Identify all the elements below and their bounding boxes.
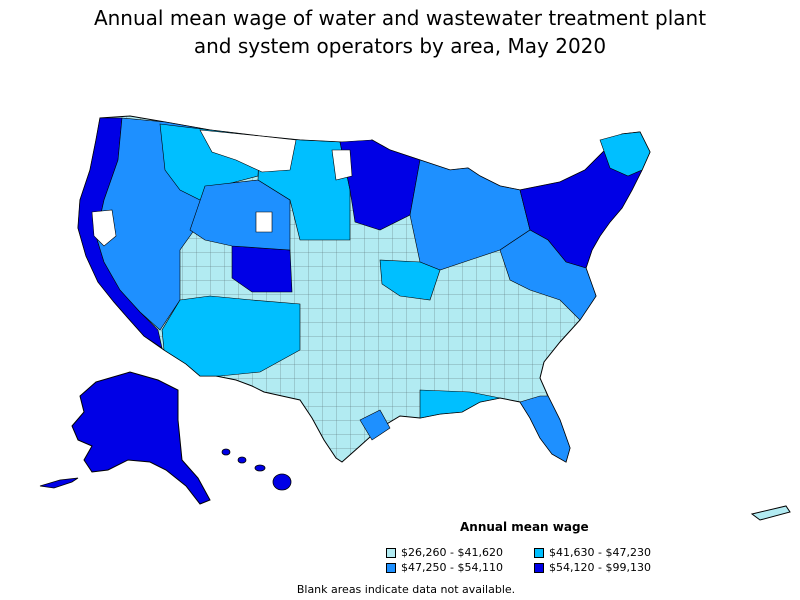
blank-area-nevada — [91, 209, 117, 247]
legend-swatch-3 — [386, 562, 396, 573]
hawaii-big-island — [272, 473, 292, 491]
wage-regions — [77, 117, 651, 463]
map-title-line-1: Annual mean wage of water and wastewater… — [93, 6, 707, 30]
legend-title: Annual mean wage — [460, 520, 589, 534]
blank-area-montana — [199, 129, 297, 173]
region-southwest — [161, 295, 301, 377]
legend-item-1: $26,260 - $41,620 — [386, 546, 503, 559]
legend-item-3: $47,250 - $54,110 — [386, 561, 503, 574]
legend-item-2: $41,630 - $47,230 — [534, 546, 651, 559]
legend-label-1: $26,260 - $41,620 — [401, 546, 503, 559]
region-new-england — [599, 131, 651, 177]
alaska — [39, 371, 211, 505]
hawaii-maui — [254, 464, 266, 472]
hawaii-oahu — [237, 456, 247, 464]
region-houston — [359, 409, 391, 441]
map-title: Annual mean wage of water and wastewater… — [0, 4, 800, 60]
blank-area-wyoming — [255, 211, 273, 233]
region-florida — [519, 395, 571, 463]
region-mid-atlantic — [499, 229, 597, 321]
blank-areas — [91, 129, 353, 247]
footnote: Blank areas indicate data not available. — [296, 583, 516, 596]
puerto-rico-island — [750, 505, 791, 521]
legend-swatch-2 — [534, 547, 544, 558]
legend-label-3: $47,250 - $54,110 — [401, 561, 503, 574]
region-gulf-coast — [419, 389, 501, 419]
hawaii — [221, 448, 292, 491]
legend-label-4: $54,120 - $99,130 — [549, 561, 651, 574]
puerto-rico — [750, 505, 791, 521]
legend-swatch-4 — [534, 562, 544, 573]
alaska-aleutians — [39, 477, 79, 489]
map-title-line-2: and system operators by area, May 2020 — [193, 34, 607, 58]
legend-label-2: $41,630 - $47,230 — [549, 546, 651, 559]
legend-swatch-1 — [386, 547, 396, 558]
blank-area-north-dakota — [331, 149, 353, 181]
region-missouri — [379, 259, 441, 301]
legend-item-4: $54,120 - $99,130 — [534, 561, 651, 574]
hawaii-kauai — [221, 448, 231, 456]
alaska-mainland — [71, 371, 211, 505]
